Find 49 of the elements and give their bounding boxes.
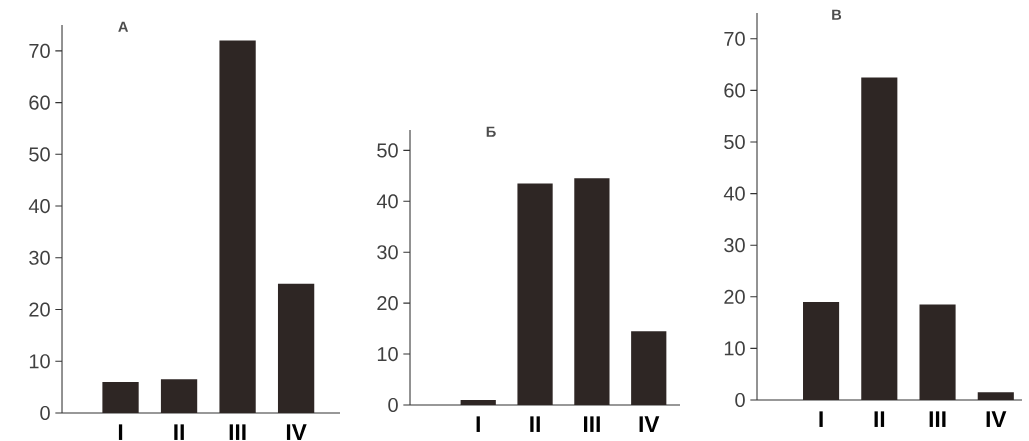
y-tick-label: 0 — [735, 392, 745, 408]
y-tick-label: 30 — [377, 245, 398, 260]
y-tick-label: 10 — [29, 354, 50, 369]
x-tick-label: IV — [986, 411, 1007, 427]
y-tick-label: 70 — [724, 31, 745, 46]
x-tick-label: II — [174, 424, 184, 440]
y-tick-label: 10 — [724, 341, 745, 356]
y-tick-label: 40 — [723, 186, 745, 201]
x-tick-label: III — [229, 424, 246, 440]
x-tick-label: II — [874, 411, 885, 427]
y-tick-label: 20 — [377, 296, 398, 311]
y-tick-label: 50 — [724, 134, 745, 150]
x-tick-label: I — [118, 424, 123, 440]
y-tick-label: 40 — [376, 194, 398, 209]
y-tick-label: 20 — [29, 302, 50, 317]
chart-title: А — [118, 21, 129, 32]
y-tick-label: 20 — [724, 289, 745, 304]
y-tick-label: 30 — [29, 250, 50, 265]
y-tick-label: 0 — [388, 397, 398, 413]
bar — [631, 331, 667, 405]
y-tick-label: 70 — [29, 43, 50, 58]
bar — [861, 77, 898, 400]
x-tick-label: III — [583, 416, 600, 432]
y-tick-label: 60 — [724, 83, 745, 98]
chart-title: В — [832, 9, 842, 20]
bar — [219, 40, 256, 413]
y-tick-label: 60 — [29, 95, 50, 110]
bar — [977, 392, 1014, 400]
bar — [460, 399, 496, 405]
x-tick-label: III — [929, 411, 946, 427]
y-tick-label: 50 — [29, 147, 50, 162]
bar — [574, 178, 610, 405]
x-tick-label: I — [476, 416, 480, 432]
x-tick-label: IV — [286, 424, 307, 440]
bar — [517, 183, 553, 405]
chart-title: Б — [486, 126, 496, 137]
y-tick-label: 50 — [377, 143, 398, 158]
y-tick-label: 10 — [377, 346, 398, 362]
bar — [277, 283, 315, 413]
x-tick-label: IV — [639, 416, 660, 432]
y-tick-label: 30 — [724, 238, 745, 253]
x-tick-label: I — [819, 411, 823, 427]
bar — [160, 379, 198, 413]
y-tick-label: 0 — [40, 405, 50, 421]
x-tick-label: II — [530, 416, 540, 432]
y-tick-label: 40 — [28, 198, 50, 214]
bar — [803, 301, 840, 400]
bar — [919, 304, 956, 400]
bar — [102, 381, 139, 413]
